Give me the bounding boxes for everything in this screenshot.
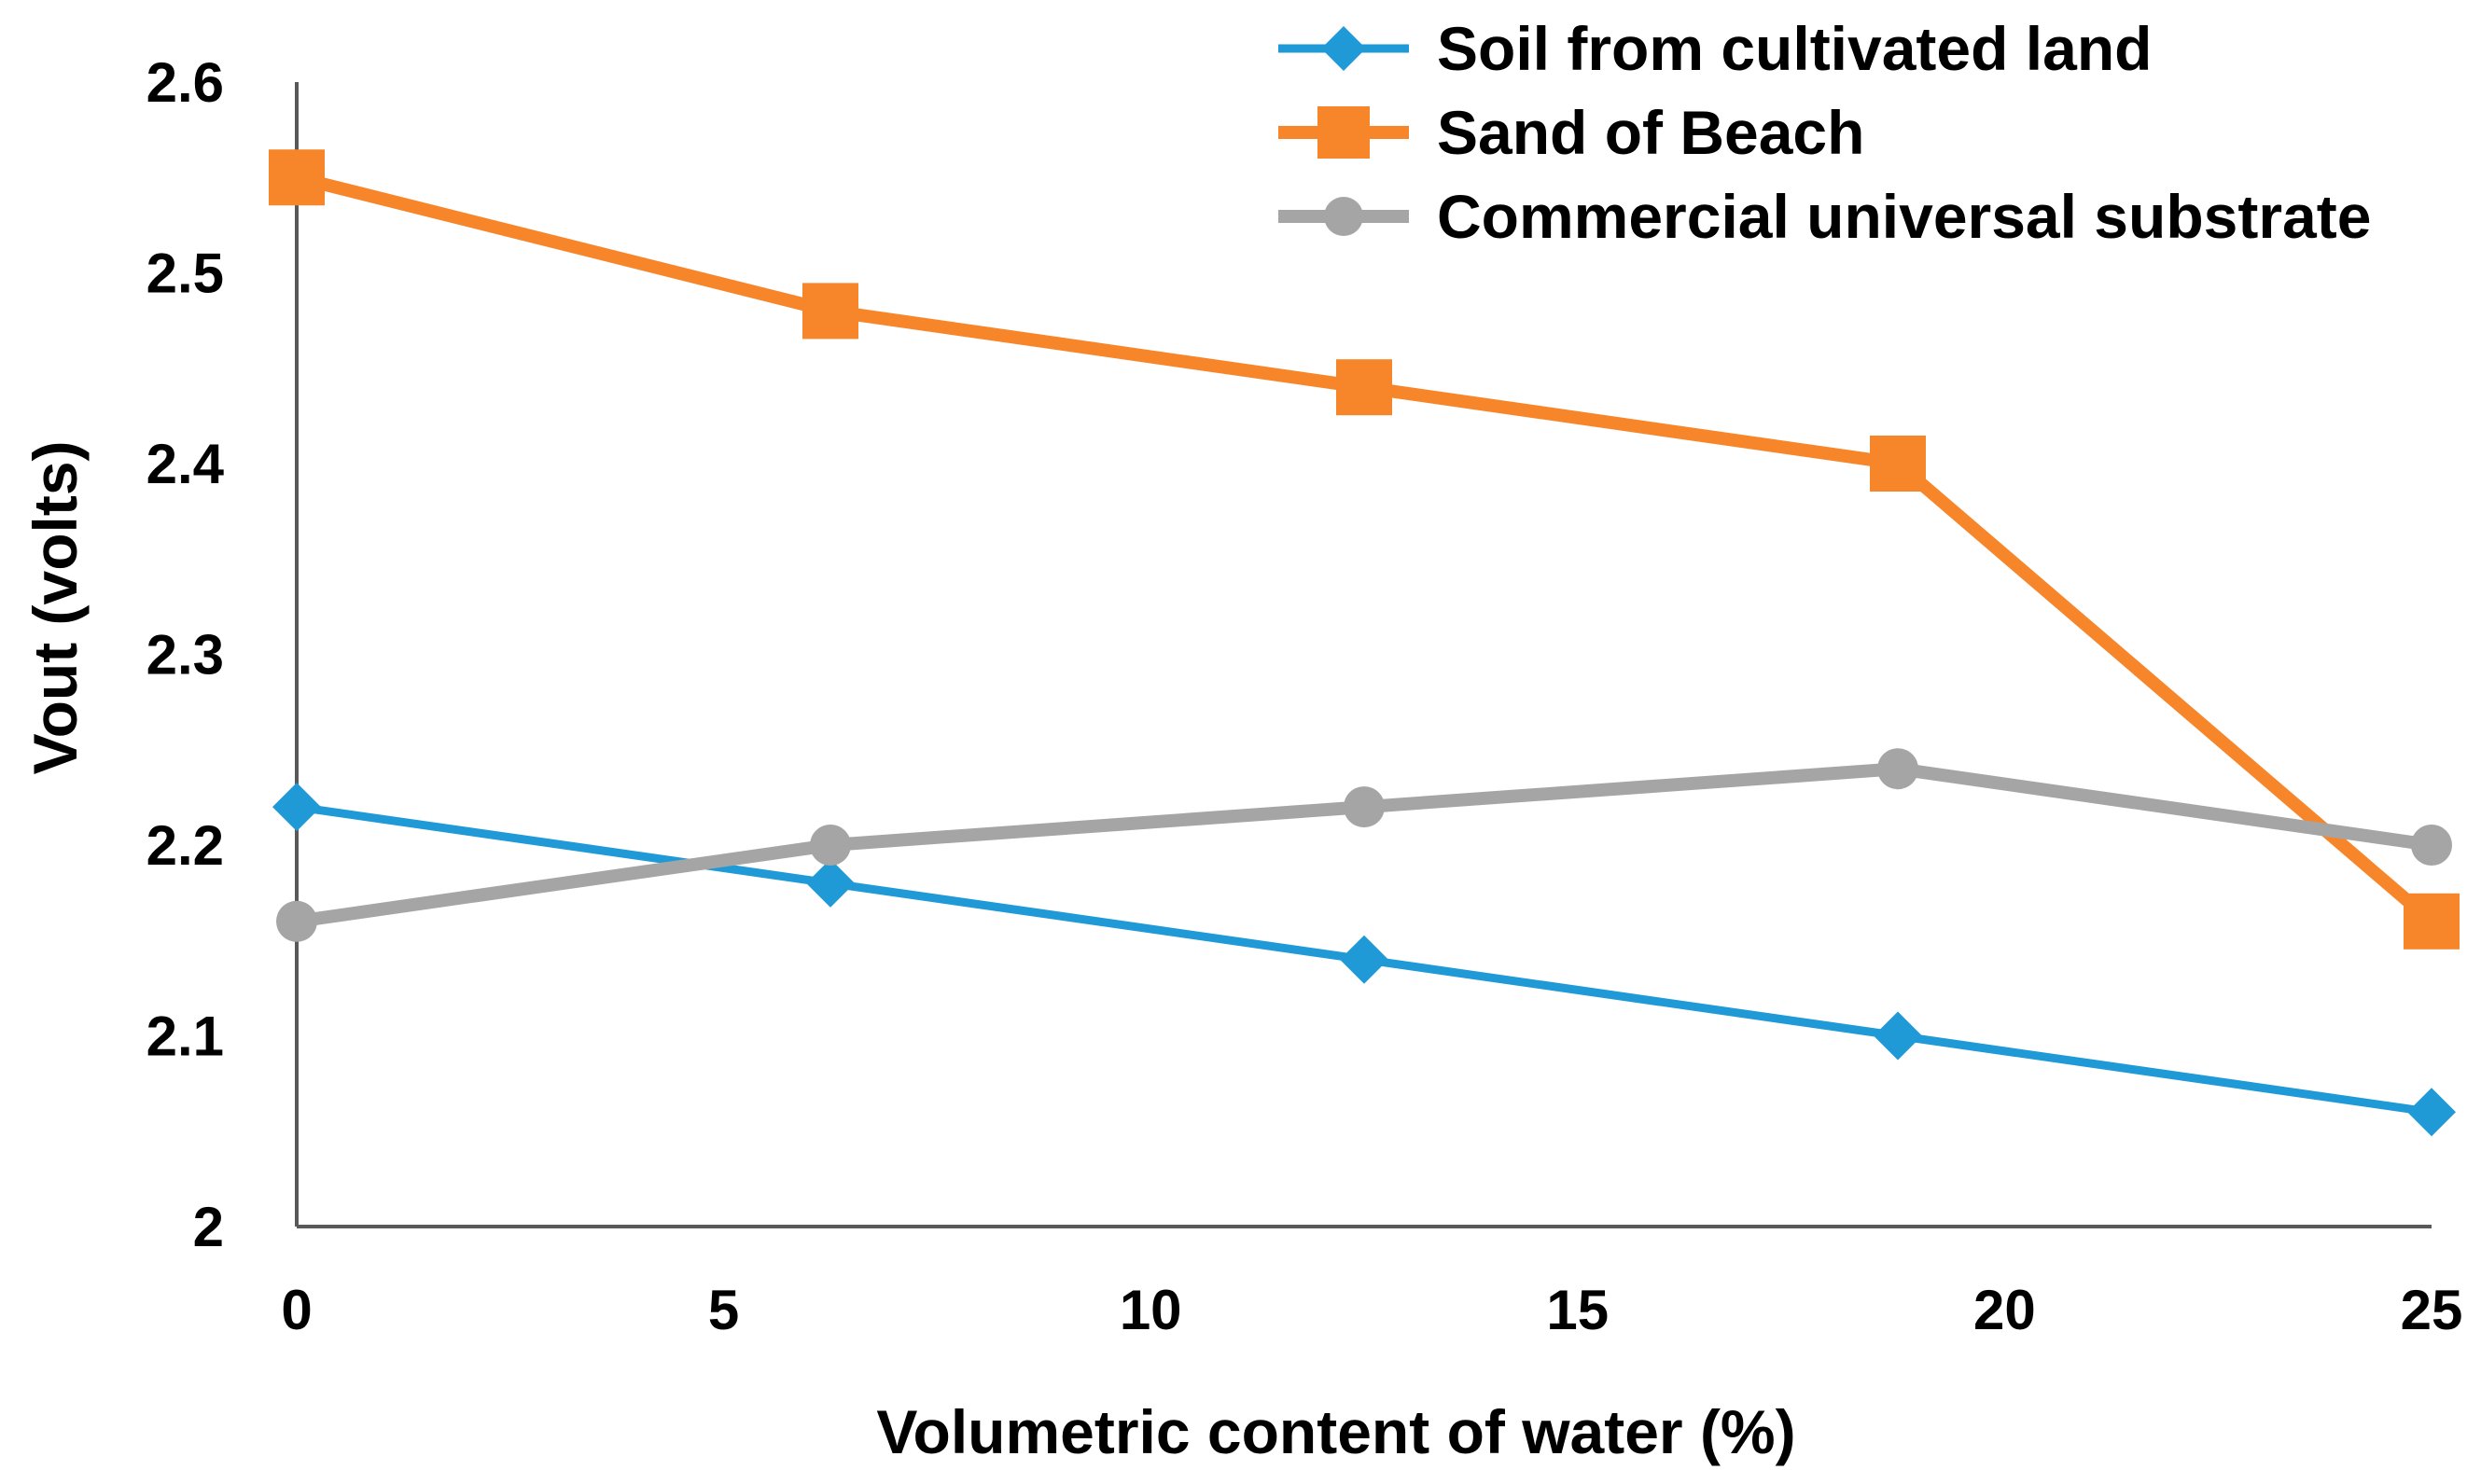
x-tick-label: 10 [1120, 1279, 1182, 1341]
legend-item: Commercial universal substrate [1278, 182, 2371, 251]
data-point [276, 900, 317, 942]
data-point [2407, 1088, 2456, 1137]
data-point [272, 783, 321, 832]
data-point [1340, 935, 1388, 984]
data-point [802, 283, 858, 340]
data-point [1344, 786, 1385, 828]
x-axis-title: Volumetric content of water (%) [876, 1397, 1795, 1466]
x-tick-label: 5 [708, 1279, 739, 1341]
legend-label: Soil from cultivated land [1437, 14, 2152, 83]
data-point [1874, 1011, 1922, 1061]
x-tick-label: 20 [1973, 1279, 2036, 1341]
legend-item: Soil from cultivated land [1278, 14, 2152, 83]
data-point [806, 858, 855, 908]
x-tick-label: 25 [2401, 1279, 2463, 1341]
data-point [1336, 359, 1392, 416]
series-group [269, 149, 2460, 1137]
y-tick-label: 2.4 [146, 433, 225, 495]
data-point [1877, 748, 1918, 790]
y-tick-label: 2.5 [146, 243, 224, 305]
y-tick-label: 2.2 [146, 814, 224, 877]
axes [295, 82, 2432, 1228]
y-tick-label: 2.1 [146, 1006, 224, 1068]
series-0 [272, 783, 2456, 1137]
y-tick-label: 2 [193, 1196, 224, 1258]
legend-marker [1321, 26, 1366, 71]
x-tick-labels: 0 5 10 15 20 25 [281, 1279, 2462, 1341]
data-point [2404, 893, 2460, 950]
y-tick-label: 2.3 [146, 624, 224, 687]
y-tick-labels: 2 2.1 2.2 2.3 2.4 2.5 2.6 [146, 51, 225, 1258]
data-point [269, 149, 325, 206]
legend-label: Sand of Beach [1437, 98, 1864, 167]
legend-item: Sand of Beach [1278, 98, 1864, 167]
data-point [2411, 825, 2452, 866]
legend: Soil from cultivated land Sand of Beach Co… [1278, 14, 2371, 251]
data-point [1870, 436, 1926, 492]
data-point [810, 825, 851, 866]
legend-marker [1317, 106, 1370, 159]
x-tick-label: 0 [281, 1279, 312, 1341]
legend-label: Commercial universal substrate [1437, 182, 2371, 251]
y-axis-title: Vout (volts) [21, 440, 90, 774]
series-1 [269, 149, 2460, 950]
legend-marker [1324, 197, 1363, 236]
y-tick-label: 2.6 [146, 51, 224, 114]
x-tick-label: 15 [1546, 1279, 1609, 1341]
series-2 [276, 748, 2452, 942]
